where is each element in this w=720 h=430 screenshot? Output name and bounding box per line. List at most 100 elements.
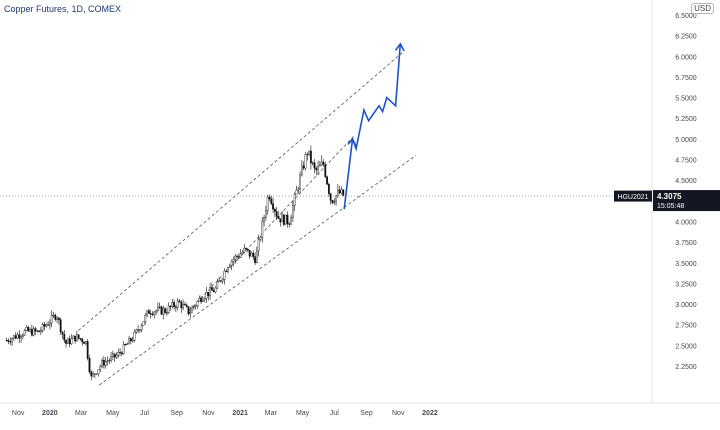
candle-body <box>223 270 226 280</box>
currency-badge[interactable]: USD <box>691 3 714 14</box>
candle-body <box>149 313 152 315</box>
candle-body <box>340 189 343 194</box>
candle-body <box>318 164 321 167</box>
candle-body <box>65 339 67 344</box>
candle-body <box>266 196 269 211</box>
y-tick-label: 5.5000 <box>675 96 697 103</box>
candle-body <box>108 360 111 362</box>
candle-body <box>320 161 323 166</box>
candle-body <box>250 253 253 257</box>
candle-body <box>56 317 58 320</box>
candle-body <box>165 312 168 314</box>
trend-channel-line <box>78 51 404 331</box>
candle-body <box>106 360 109 362</box>
candle-body <box>196 300 199 306</box>
candle-body <box>331 200 334 204</box>
candle-body <box>61 331 64 335</box>
y-tick-label: 3.7500 <box>675 240 697 247</box>
candle-body <box>81 338 84 343</box>
candle-body <box>187 306 190 315</box>
candle-body <box>151 313 154 316</box>
candle-body <box>79 338 82 340</box>
candle-body <box>113 353 116 358</box>
candle-body <box>203 298 206 301</box>
candle-body <box>327 184 330 194</box>
symbol-tag <box>614 190 652 202</box>
candle-body <box>342 189 345 196</box>
candle-body <box>34 328 37 332</box>
candle-body <box>164 308 166 313</box>
y-tick-label: 3.2500 <box>675 281 697 288</box>
candle-body <box>275 211 278 217</box>
y-tick-label: 3.0000 <box>675 302 697 309</box>
candle-body <box>236 255 238 257</box>
candle-body <box>333 201 336 204</box>
candle-body <box>48 322 51 326</box>
candle-body <box>277 216 280 219</box>
candle-body <box>77 334 80 339</box>
candle-body <box>264 210 267 218</box>
candle-body <box>173 302 175 307</box>
candle-body <box>329 193 332 201</box>
last-price-value: 4.3075 <box>657 192 682 201</box>
candle-body <box>144 314 147 322</box>
candle-body <box>171 302 174 307</box>
y-tick-label: 5.2500 <box>675 116 697 123</box>
candle-body <box>102 360 105 366</box>
candle-body <box>52 314 55 316</box>
candle-body <box>9 341 12 343</box>
candle-body <box>124 344 127 346</box>
candle-body <box>232 259 235 262</box>
candle-body <box>201 299 204 302</box>
candle-body <box>176 300 179 308</box>
candle-body <box>20 336 22 339</box>
y-tick-label: 4.5000 <box>675 178 697 185</box>
candle-body <box>192 306 195 308</box>
candle-body <box>259 237 262 240</box>
y-tick-label: 3.5000 <box>675 261 697 268</box>
arrow-head-icon <box>347 137 357 146</box>
candle-body <box>155 310 157 313</box>
x-tick-label: 2020 <box>42 410 58 417</box>
candle-body <box>185 304 188 307</box>
candle-body <box>162 308 165 315</box>
candle-body <box>299 174 301 190</box>
candle-body <box>279 218 282 223</box>
candle-body <box>129 338 132 342</box>
candle-body <box>225 270 228 272</box>
candle-body <box>126 343 129 345</box>
candle-body <box>63 334 66 341</box>
x-tick-label: Jul <box>140 410 149 417</box>
candle-body <box>313 162 316 169</box>
candle-body <box>263 217 265 222</box>
candle-body <box>119 352 121 354</box>
arrow-head-icon <box>394 42 405 52</box>
x-tick-label: Mar <box>75 410 88 417</box>
candle-body <box>200 297 202 302</box>
candle-body <box>160 306 163 315</box>
candle-body <box>59 319 62 333</box>
candle-body <box>147 310 150 314</box>
candle-body <box>29 329 31 332</box>
candle-body <box>38 330 40 333</box>
candle-body <box>273 209 276 212</box>
candle-body <box>90 371 93 377</box>
candle-body <box>295 189 298 195</box>
y-tick-label: 4.7500 <box>675 158 697 165</box>
y-tick-label: 6.0000 <box>675 54 697 61</box>
candle-body <box>115 355 118 358</box>
candle-body <box>97 369 100 374</box>
last-price-tag[interactable] <box>653 190 720 212</box>
trend-channel-line <box>188 134 356 311</box>
candle-body <box>14 335 17 339</box>
candle-body <box>23 330 26 336</box>
candle-body <box>50 314 53 324</box>
candle-body <box>209 287 211 297</box>
candle-body <box>21 334 24 337</box>
candle-body <box>57 317 60 320</box>
x-tick-label: Nov <box>392 410 405 417</box>
candle-body <box>302 165 305 169</box>
candle-body <box>156 307 159 311</box>
